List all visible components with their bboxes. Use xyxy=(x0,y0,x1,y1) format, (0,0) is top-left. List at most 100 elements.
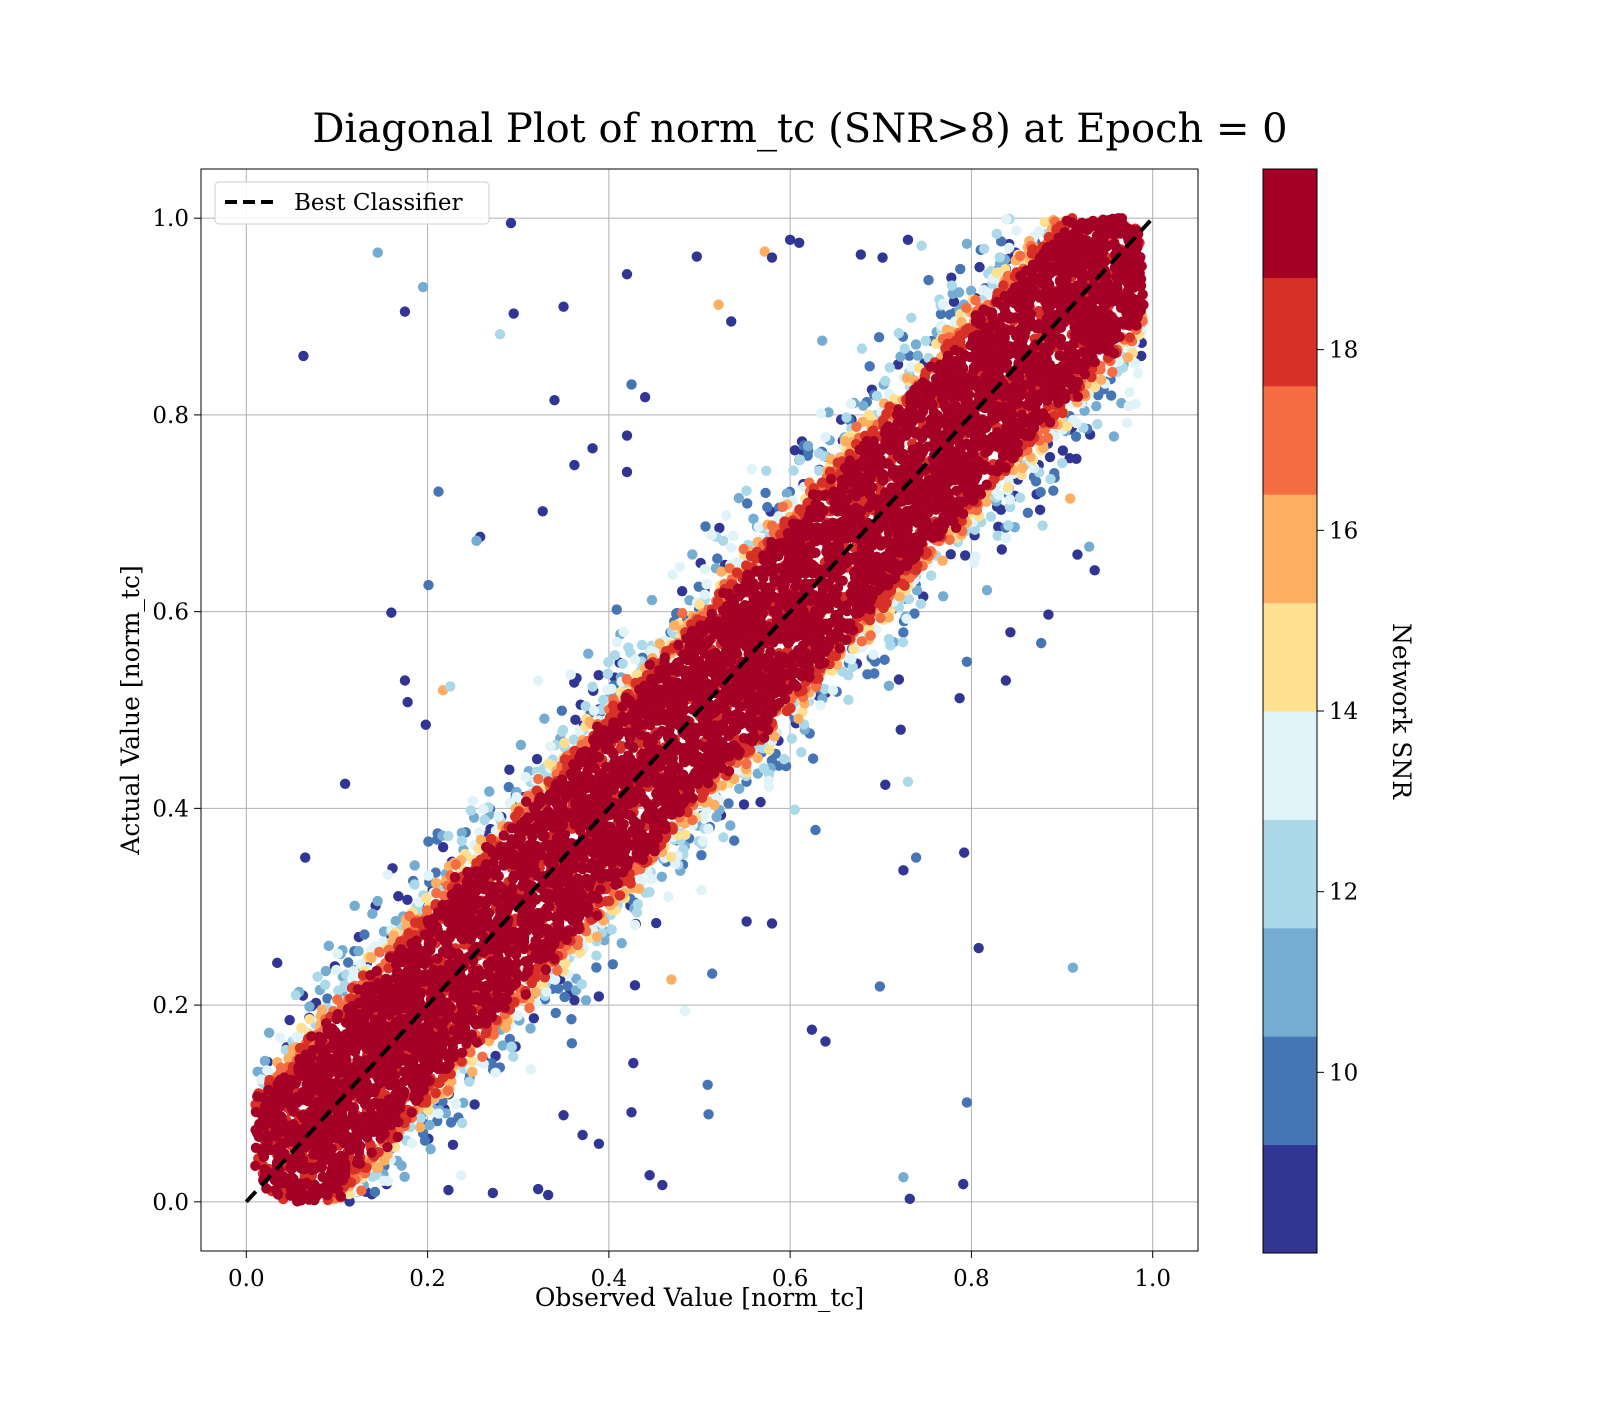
scatter-point xyxy=(979,285,989,295)
scatter-point xyxy=(508,1052,518,1062)
scatter-point xyxy=(951,336,961,346)
scatter-point xyxy=(559,992,569,1002)
scatter-point xyxy=(820,432,830,442)
scatter-point xyxy=(862,669,872,679)
scatter-point xyxy=(721,510,731,520)
scatter-point xyxy=(625,878,635,888)
scatter-point xyxy=(796,747,806,757)
scatter-point xyxy=(992,229,1002,239)
scatter-point xyxy=(644,887,654,897)
scatter-point xyxy=(712,553,722,563)
scatter-point xyxy=(402,895,412,905)
scatter-point xyxy=(468,796,478,806)
scatter-point xyxy=(423,836,433,846)
scatter-point xyxy=(687,549,697,559)
scatter-point xyxy=(583,649,593,659)
scatter-point xyxy=(900,343,910,353)
scatter-point xyxy=(349,901,359,911)
scatter-point xyxy=(587,682,597,692)
scatter-point xyxy=(533,675,543,685)
scatter-point xyxy=(521,989,531,999)
scatter-point xyxy=(995,252,1005,262)
scatter-point xyxy=(617,658,627,668)
scatter-point xyxy=(372,896,382,906)
scatter-point xyxy=(755,797,765,807)
scatter-point xyxy=(946,549,956,559)
scatter-point xyxy=(370,1187,380,1197)
scatter-point xyxy=(333,949,343,959)
scatter-point xyxy=(291,990,301,1000)
scatter-point xyxy=(250,1161,260,1171)
scatter-point xyxy=(383,870,393,880)
scatter-point xyxy=(424,1120,434,1130)
scatter-point xyxy=(979,244,989,254)
scatter-point xyxy=(739,799,749,809)
scatter-point xyxy=(709,800,719,810)
scatter-point xyxy=(846,399,856,409)
scatter-point xyxy=(559,738,569,748)
scatter-point xyxy=(617,701,627,711)
scatter-point xyxy=(734,784,744,794)
scatter-point xyxy=(728,531,738,541)
scatter-point xyxy=(795,455,805,465)
scatter-point xyxy=(545,741,555,751)
scatter-point xyxy=(367,909,377,919)
scatter-point xyxy=(516,740,526,750)
scatter-point xyxy=(741,486,751,496)
scatter-point xyxy=(617,938,627,948)
scatter-point xyxy=(529,1013,539,1023)
scatter-point xyxy=(865,630,875,640)
scatter-point xyxy=(780,694,790,704)
scatter-point xyxy=(1001,214,1011,224)
scatter-point xyxy=(718,832,728,842)
scatter-point xyxy=(894,328,904,338)
scatter-point xyxy=(726,543,736,553)
scatter-point xyxy=(521,772,531,782)
scatter-point xyxy=(630,920,640,930)
scatter-point xyxy=(598,695,608,705)
scatter-point xyxy=(826,474,836,484)
scatter-point xyxy=(374,947,384,957)
scatter-point xyxy=(885,640,895,650)
scatter-point xyxy=(284,1015,294,1025)
scatter-point xyxy=(409,860,419,870)
scatter-point xyxy=(393,891,403,901)
scatter-point xyxy=(1092,419,1102,429)
scatter-point xyxy=(608,959,618,969)
scatter-point xyxy=(567,1038,577,1048)
scatter-point xyxy=(663,892,673,902)
scatter-point xyxy=(986,512,996,522)
scatter-point xyxy=(741,759,751,769)
scatter-point xyxy=(1015,492,1025,502)
scatter-point xyxy=(851,422,861,432)
scatter-point xyxy=(1071,431,1081,441)
scatter-point xyxy=(433,1108,443,1118)
scatter-point xyxy=(966,286,976,296)
scatter-point xyxy=(466,805,476,815)
scatter-point xyxy=(1107,367,1117,377)
scatter-point xyxy=(828,685,838,695)
scatter-point xyxy=(874,332,884,342)
scatter-point xyxy=(566,1014,576,1024)
scatter-point xyxy=(817,336,827,346)
scatter-point xyxy=(754,522,764,532)
scatter-point xyxy=(543,758,553,768)
scatter-point xyxy=(913,350,923,360)
scatter-point xyxy=(320,980,330,990)
scatter-point xyxy=(841,412,851,422)
scatter-point xyxy=(669,620,679,630)
scatter-point xyxy=(700,521,710,531)
scatter-point xyxy=(296,1023,306,1033)
scatter-point xyxy=(937,556,947,566)
scatter-point xyxy=(1130,399,1140,409)
scatter-point xyxy=(747,464,757,474)
scatter-point xyxy=(707,530,717,540)
scatter-point xyxy=(898,627,908,637)
scatter-point xyxy=(789,805,799,815)
scatter-point xyxy=(620,692,630,702)
scatter-point xyxy=(885,362,895,372)
scatter-point xyxy=(591,950,601,960)
scatter-point xyxy=(699,564,709,574)
scatter-point xyxy=(787,733,797,743)
